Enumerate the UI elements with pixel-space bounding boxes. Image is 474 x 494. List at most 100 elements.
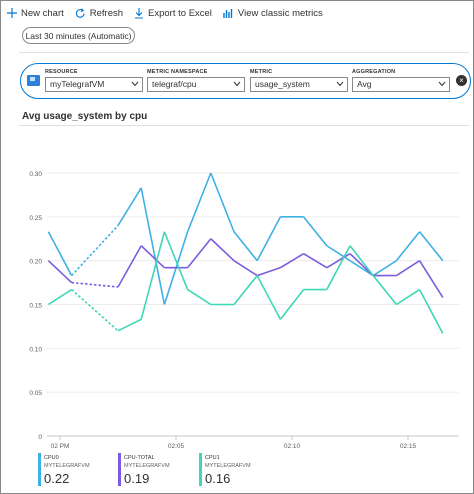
series-segment xyxy=(210,238,235,262)
series-segment xyxy=(349,259,374,277)
x-tick-label: 02:15 xyxy=(400,443,417,450)
divider xyxy=(19,52,469,53)
legend-color-swatch xyxy=(118,453,121,486)
series-segment xyxy=(47,231,73,276)
refresh-icon xyxy=(75,7,85,18)
series-segment xyxy=(395,231,421,262)
y-tick-label: 0.30 xyxy=(29,171,42,178)
series-segment xyxy=(418,260,444,298)
x-tick-label: 02 PM xyxy=(51,443,70,450)
series-segment xyxy=(117,245,142,288)
legend-resource-name: MYTELEGRAFVM xyxy=(44,463,90,469)
series-segment xyxy=(326,245,351,290)
metric-selector: RESOURCE myTelegrafVM METRIC NAMESPACE t… xyxy=(20,63,471,99)
chevron-down-icon xyxy=(336,81,344,87)
aggregation-dropdown[interactable]: Avg xyxy=(352,77,450,92)
refresh-label: Refresh xyxy=(89,7,124,19)
series-segment xyxy=(140,231,166,320)
resource-value: myTelegrafVM xyxy=(50,79,105,89)
series-segment xyxy=(47,260,73,284)
series-segment xyxy=(372,275,398,306)
series-segment xyxy=(279,289,305,320)
y-tick-label: 0.10 xyxy=(29,346,42,353)
x-tick-label: 02:10 xyxy=(284,443,301,450)
series-segment xyxy=(71,281,119,288)
series-segment xyxy=(186,172,212,233)
legend-color-swatch xyxy=(38,453,41,486)
y-tick-label: 0.15 xyxy=(29,303,42,310)
metric-field: METRIC usage_system xyxy=(250,68,348,92)
legend-series-name: CPU-TOTAL xyxy=(124,455,155,461)
legend-resource-name: MYTELEGRAFVM xyxy=(205,463,251,469)
series-segment xyxy=(233,275,258,306)
divider xyxy=(19,125,469,126)
series-segment xyxy=(418,231,444,262)
series-segment xyxy=(210,172,235,233)
series-segment xyxy=(187,288,212,306)
aggregation-field-label: AGGREGATION xyxy=(352,69,396,75)
series-segment xyxy=(71,288,119,332)
legend-resource-name: MYTELEGRAFVM xyxy=(124,463,170,469)
namespace-field: METRIC NAMESPACE telegraf/cpu xyxy=(147,68,245,92)
metric-field-label: METRIC xyxy=(250,69,273,75)
download-icon xyxy=(135,7,144,19)
series-segment xyxy=(372,259,397,277)
namespace-field-label: METRIC NAMESPACE xyxy=(147,69,208,75)
toolbar: New chart Refresh Export to Excel View c… xyxy=(7,4,334,22)
series-segment xyxy=(418,289,444,334)
aggregation-value: Avg xyxy=(357,79,372,89)
export-excel-button[interactable]: Export to Excel xyxy=(134,7,212,19)
close-icon[interactable]: × xyxy=(456,75,467,86)
series-segment xyxy=(256,266,281,277)
legend-value: 0.19 xyxy=(124,471,150,486)
time-range-picker[interactable]: Last 30 minutes (Automatic) xyxy=(22,27,135,44)
series-line-cpu0 xyxy=(47,172,444,305)
refresh-button[interactable]: Refresh xyxy=(75,8,123,19)
legend-value: 0.16 xyxy=(205,471,231,486)
namespace-dropdown[interactable]: telegraf/cpu xyxy=(147,77,245,92)
metric-dropdown[interactable]: usage_system xyxy=(250,77,348,92)
series-segment xyxy=(349,253,374,277)
series-segment xyxy=(395,259,421,277)
vm-resource-icon xyxy=(27,75,40,86)
series-segment xyxy=(163,231,189,290)
series-line-cpu-total xyxy=(47,238,444,298)
plus-icon xyxy=(7,8,17,18)
series-segment xyxy=(303,252,328,269)
metric-value: usage_system xyxy=(255,79,310,89)
new-chart-label: New chart xyxy=(21,7,64,19)
y-tick-label: 0.05 xyxy=(29,390,42,397)
series-segment xyxy=(140,187,166,305)
chevron-down-icon xyxy=(438,81,446,87)
series-segment xyxy=(302,216,328,247)
series-segment xyxy=(233,231,258,262)
x-tick-label: 02:05 xyxy=(168,443,185,450)
series-segment xyxy=(186,238,212,269)
series-segment xyxy=(279,252,305,269)
aggregation-field: AGGREGATION Avg xyxy=(352,68,450,92)
series-segment xyxy=(140,245,165,269)
legend-color-swatch xyxy=(199,453,202,486)
new-chart-button[interactable]: New chart xyxy=(7,8,64,19)
y-tick-label: 0 xyxy=(38,434,42,441)
legend-series-name: CPU0 xyxy=(44,455,59,461)
series-segment xyxy=(349,245,374,277)
export-excel-label: Export to Excel xyxy=(148,7,212,19)
series-line-cpu1 xyxy=(47,231,444,334)
series-segment xyxy=(256,216,282,262)
series-segment xyxy=(395,288,421,306)
legend-series-name: CPU1 xyxy=(205,455,220,461)
namespace-value: telegraf/cpu xyxy=(152,79,197,89)
resource-dropdown[interactable]: myTelegrafVM xyxy=(45,77,143,92)
series-segment xyxy=(326,252,351,269)
y-tick-label: 0.20 xyxy=(29,259,42,266)
legend-value: 0.22 xyxy=(44,471,70,486)
series-segment xyxy=(233,259,258,277)
y-tick-label: 0.25 xyxy=(29,215,42,222)
series-segment xyxy=(47,288,73,306)
view-classic-metrics-button[interactable]: View classic metrics xyxy=(223,8,323,19)
view-classic-metrics-label: View classic metrics xyxy=(237,7,323,19)
series-segment xyxy=(326,245,351,262)
series-segment xyxy=(117,318,142,332)
